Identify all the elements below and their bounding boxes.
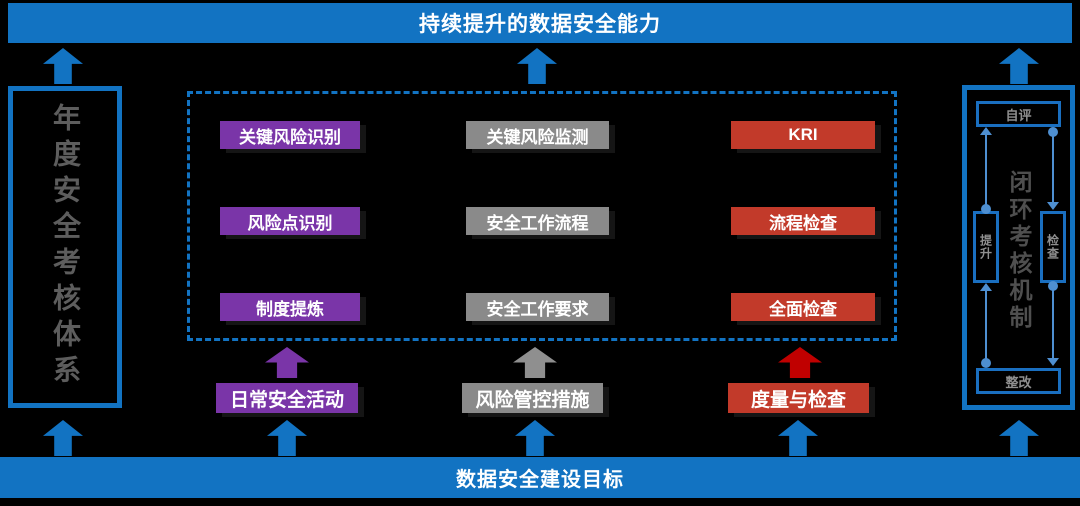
loop-node-check: 检查 [1040,211,1066,283]
arrowhead-up-icon [980,283,992,291]
connector-dot-icon [1048,127,1058,137]
up-arrow-icon [267,420,307,456]
matrix-cell-full-check: 全面检查 [731,293,875,321]
matrix-cell-work-require: 安全工作要求 [466,293,609,321]
foundation-risk-control: 风险管控措施 [462,383,603,413]
annual-assessment-title: 年度安全考核体系 [50,103,81,391]
loop-node-improve: 提升 [973,211,999,283]
loop-node-rectify: 整改 [976,368,1061,394]
matrix-cell-kri: KRI [731,121,875,149]
connector-dot-icon [981,358,991,368]
up-arrow-icon [43,48,83,84]
up-arrow-icon [517,48,557,84]
up-arrow-icon [515,420,555,456]
closed-loop-title: 闭环考核机制 [1006,170,1032,332]
arrowhead-up-icon [980,127,992,135]
loop-node-self-assess: 自评 [976,101,1061,127]
loop-connector [1052,132,1054,204]
loop-connector [985,290,987,362]
up-arrow-gray-icon [513,347,557,378]
annual-assessment-panel: 年度安全考核体系 [8,86,122,408]
connector-dot-icon [1048,281,1058,291]
up-arrow-icon [778,420,818,456]
top-capability-bar: 持续提升的数据安全能力 [8,3,1072,43]
loop-connector [1052,286,1054,360]
top-capability-title: 持续提升的数据安全能力 [419,13,661,36]
up-arrow-red-icon [778,347,822,378]
bottom-goal-title: 数据安全建设目标 [456,469,624,491]
matrix-cell-risk-monitor: 关键风险监测 [466,121,609,149]
foundation-measure-check: 度量与检查 [728,383,869,413]
matrix-cell-process-check: 流程检查 [731,207,875,235]
arrowhead-down-icon [1047,202,1059,210]
up-arrow-icon [999,48,1039,84]
matrix-cell-risk-point: 风险点识别 [220,207,360,235]
connector-dot-icon [981,204,991,214]
arrowhead-down-icon [1047,358,1059,366]
up-arrow-icon [999,420,1039,456]
matrix-cell-work-process: 安全工作流程 [466,207,609,235]
loop-connector [985,134,987,206]
matrix-cell-risk-identify: 关键风险识别 [220,121,360,149]
up-arrow-icon [43,420,83,456]
matrix-cell-policy-refine: 制度提炼 [220,293,360,321]
capability-dashed-frame [187,91,897,341]
closed-loop-panel: 闭环考核机制 自评 提升 检查 整改 [962,85,1075,410]
up-arrow-purple-icon [265,347,309,378]
foundation-daily-activity: 日常安全活动 [216,383,358,413]
bottom-goal-bar: 数据安全建设目标 [0,457,1080,498]
